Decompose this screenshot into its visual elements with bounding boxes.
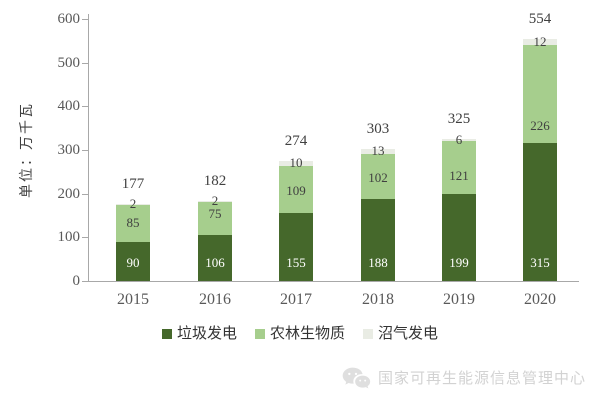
bar-segment-waste-2017 [279, 213, 313, 281]
bar-segment-waste-2020 [523, 143, 557, 281]
legend-item-biomass: 农林生物质 [254, 325, 345, 343]
value-label: 121 [449, 167, 469, 183]
total-label: 177 [121, 175, 145, 192]
x-axis-label: 2018 [362, 291, 394, 308]
y-tick-label: 500 [57, 54, 81, 71]
value-label: 199 [449, 255, 469, 270]
value-label: 226 [530, 117, 550, 133]
x-axis-line [88, 281, 579, 282]
legend-swatch [254, 329, 265, 339]
y-tick-label: 300 [57, 141, 81, 158]
x-axis-label: 2016 [199, 291, 231, 308]
bar-segment-biogas-2015 [116, 203, 150, 205]
y-tick-label: 400 [57, 98, 81, 115]
y-tick-mark [82, 62, 88, 64]
legend-item-biogas: 沼气发电 [363, 325, 438, 343]
value-label: 85 [126, 215, 140, 231]
value-label: 13 [371, 143, 385, 159]
value-label: 188 [368, 255, 388, 270]
value-label: 6 [455, 131, 463, 147]
total-label: 325 [447, 110, 471, 127]
value-label: 12 [533, 33, 547, 49]
y-tick-mark [82, 193, 88, 195]
x-axis-label: 2017 [280, 291, 312, 308]
y-tick-mark [82, 281, 88, 282]
total-label: 303 [366, 120, 390, 137]
bar-segment-biomass-2018 [361, 154, 395, 199]
y-tick-mark [82, 237, 88, 239]
x-axis-label: 2020 [524, 291, 556, 308]
value-label: 102 [368, 169, 388, 185]
value-label: 75 [208, 206, 222, 222]
total-label: 554 [528, 11, 552, 28]
bar-segment-biomass-2017 [279, 165, 313, 214]
legend-label: 农林生物质 [269, 326, 345, 342]
bar-segment-waste-2018 [361, 198, 395, 281]
bar-segment-waste-2019 [442, 194, 476, 281]
value-label: 315 [530, 255, 550, 270]
legend-item-waste: 垃圾发电 [161, 325, 237, 343]
source-label: 国家可再生能源信息管理中心 [377, 370, 586, 387]
bar-segment-biogas-2016 [198, 201, 232, 202]
legend-swatch [363, 329, 373, 339]
source-watermark: 国家可再生能源信息管理中心 [341, 366, 586, 391]
x-axis-label: 2019 [443, 291, 475, 308]
chart-legend: 垃圾发电 农林生物质 沼气发电 [0, 325, 600, 343]
legend-label: 垃圾发电 [176, 326, 237, 342]
bar-segment-biomass-2015 [116, 204, 150, 242]
y-tick-mark [82, 106, 88, 108]
bar-segment-biogas-2018 [361, 148, 395, 155]
bar-segment-waste-2016 [198, 234, 232, 281]
bar-segment-biogas-2019 [442, 138, 476, 142]
total-label: 274 [284, 133, 308, 150]
y-tick-label: 100 [57, 229, 81, 246]
wechat-icon [341, 366, 371, 391]
legend-label: 沼气发电 [378, 326, 439, 342]
bar-segment-biogas-2017 [279, 161, 313, 166]
bar-segment-biomass-2019 [442, 141, 476, 195]
value-label: 90 [126, 255, 140, 270]
value-label: 2 [129, 196, 137, 212]
y-tick-mark [82, 18, 88, 20]
y-tick-label: 600 [57, 10, 81, 27]
bar-segment-waste-2015 [116, 241, 150, 281]
value-label: 2 [211, 193, 219, 209]
value-label: 109 [286, 183, 306, 199]
y-axis-line [88, 14, 89, 281]
x-axis-label: 2015 [117, 291, 149, 308]
value-label: 106 [205, 255, 225, 270]
legend-swatch [161, 329, 172, 339]
y-tick-label: 200 [57, 185, 81, 202]
y-tick-mark [82, 149, 88, 151]
y-tick-label: 0 [72, 273, 81, 289]
bar-segment-biomass-2016 [198, 201, 232, 235]
value-label: 155 [286, 255, 306, 270]
bar-segment-biogas-2020 [523, 39, 557, 45]
bar-segment-biomass-2020 [523, 44, 557, 144]
value-label: 10 [289, 155, 303, 171]
total-label: 182 [203, 173, 227, 190]
